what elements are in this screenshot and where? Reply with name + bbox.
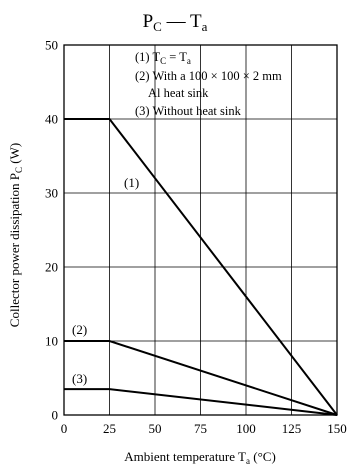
y-tick-label: 0 <box>52 408 59 423</box>
chart-title-group: PC — Ta <box>143 11 208 34</box>
chart-title: PC — Ta <box>143 11 208 34</box>
plot-frame <box>63 44 338 416</box>
x-tick-label: 75 <box>194 421 207 436</box>
x-tick-label: 50 <box>149 421 162 436</box>
series-label-3: (3) <box>72 371 87 386</box>
y-tick-label: 10 <box>45 334 58 349</box>
y-axis-label: Collector power dissipation PC (W) <box>7 143 24 327</box>
legend-item: (2) With a 100 × 100 × 2 mm <box>135 69 282 83</box>
x-tick-label: 25 <box>103 421 116 436</box>
legend-item: (1) TC = Ta <box>135 50 191 66</box>
series-line-3 <box>64 388 338 416</box>
legend-item: (3) Without heat sink <box>135 104 242 118</box>
tick-labels: 0 25 50 75 100 125 150 0 10 20 30 40 50 <box>45 38 347 437</box>
x-tick-label: 125 <box>282 421 302 436</box>
y-tick-label: 50 <box>45 38 58 53</box>
y-tick-label: 40 <box>45 112 58 127</box>
legend: (1) TC = Ta (2) With a 100 × 100 × 2 mm Al… <box>135 50 282 118</box>
series-line-1 <box>64 118 338 416</box>
x-tick-label: 0 <box>61 421 68 436</box>
y-tick-label: 30 <box>45 186 58 201</box>
series: (1) (2) (3) <box>64 118 338 416</box>
axis-labels: Ambient temperature Ta (°C) Collector pow… <box>7 143 276 466</box>
x-axis-label: Ambient temperature Ta (°C) <box>124 449 276 466</box>
series-line-2 <box>64 340 338 416</box>
x-tick-label: 150 <box>327 421 347 436</box>
legend-item: Al heat sink <box>148 86 209 100</box>
x-tick-label: 100 <box>236 421 256 436</box>
series-label-1: (1) <box>124 175 139 190</box>
series-label-2: (2) <box>72 322 87 337</box>
y-tick-label: 20 <box>45 260 58 275</box>
grid <box>64 45 337 415</box>
